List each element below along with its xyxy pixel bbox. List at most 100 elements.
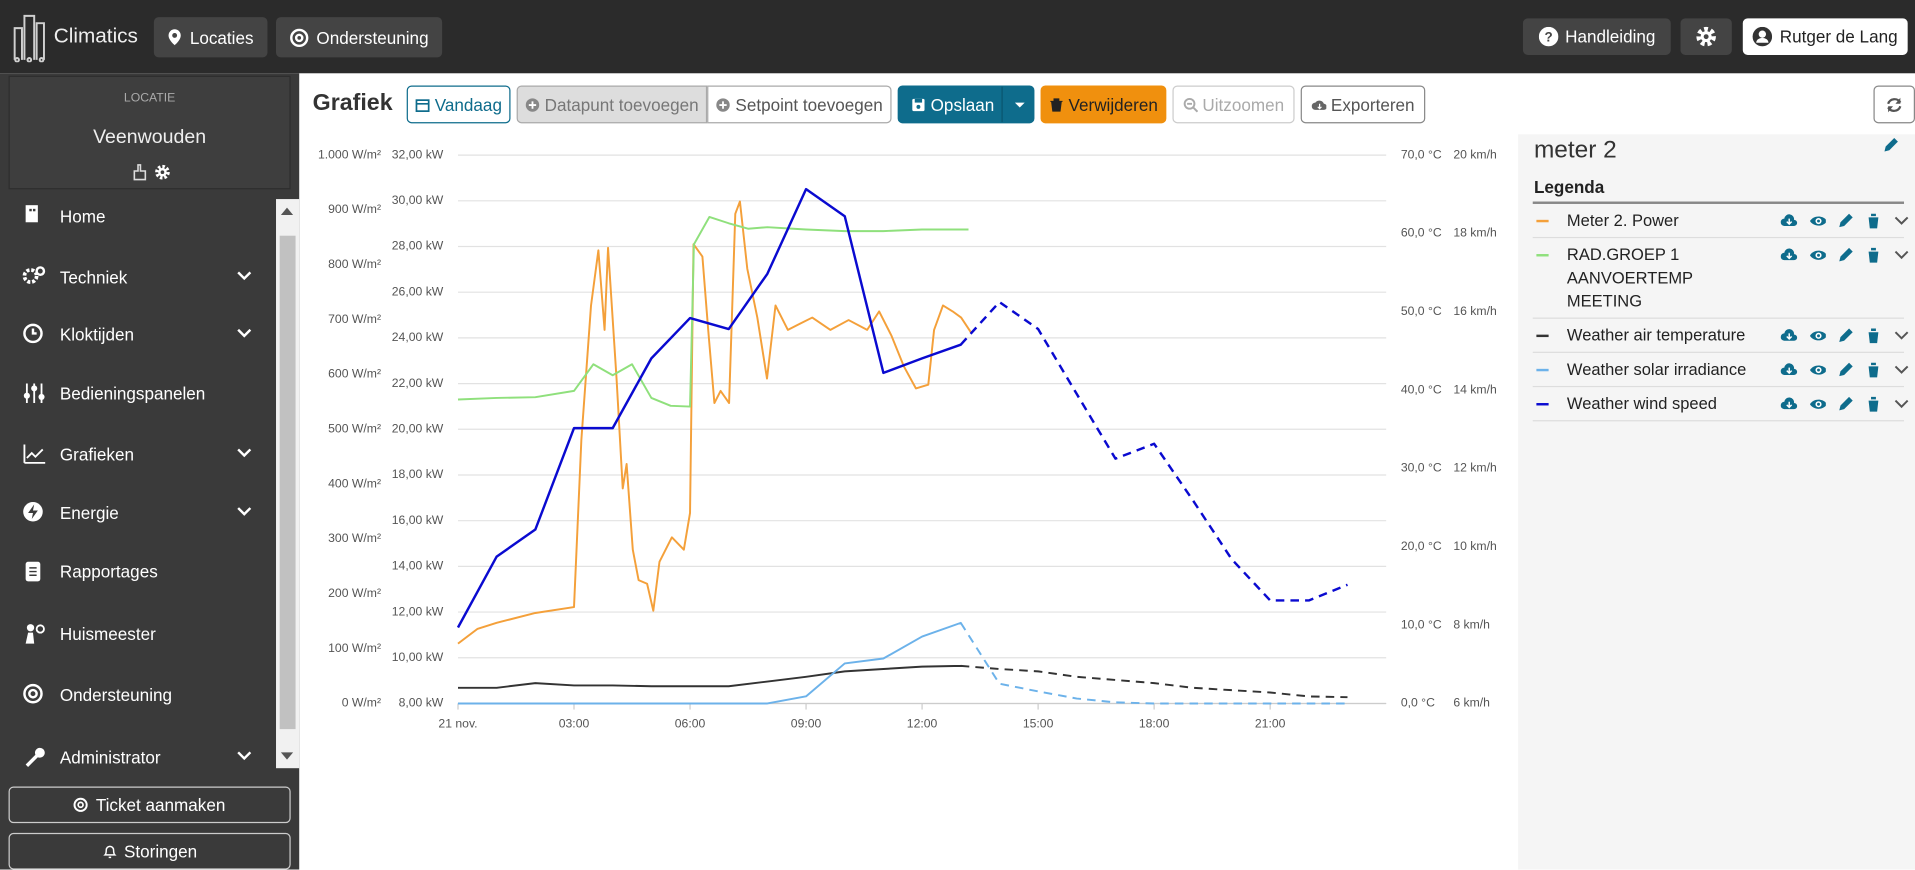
icon[interactable] bbox=[1893, 247, 1910, 264]
icon[interactable] bbox=[1837, 362, 1854, 379]
menu-item[interactable]: Home bbox=[0, 198, 276, 235]
menu-item[interactable]: Rapportages bbox=[0, 553, 276, 590]
refresh-button[interactable] bbox=[1873, 85, 1915, 124]
y-tick-label: 26,00 kW bbox=[392, 284, 444, 298]
menu-item[interactable]: Bedieningspanelen bbox=[0, 375, 276, 412]
icon-part bbox=[23, 444, 46, 464]
menu-item[interactable]: Ondersteuning bbox=[0, 677, 276, 714]
y-tick-label: 28,00 kW bbox=[392, 239, 444, 253]
icon[interactable] bbox=[1837, 396, 1854, 413]
button-label: Exporteren bbox=[1330, 94, 1415, 115]
icon-part bbox=[1186, 102, 1198, 112]
edit-icon[interactable] bbox=[1882, 137, 1899, 154]
location-box: LOCATIE Veenwouden bbox=[8, 75, 291, 190]
menu-item[interactable]: Techniek bbox=[0, 259, 276, 296]
legend-item[interactable]: Weather air temperature bbox=[1532, 319, 1909, 353]
toolbar-button[interactable]: Datapunt toevoegen bbox=[516, 85, 708, 124]
icon-part bbox=[1786, 333, 1793, 340]
icon[interactable] bbox=[1865, 327, 1882, 344]
icon-part bbox=[1786, 367, 1793, 375]
icon bbox=[716, 97, 730, 112]
toolbar-button[interactable]: Uitzoomen bbox=[1172, 85, 1295, 124]
menu-label: Rapportages bbox=[59, 561, 158, 582]
icon[interactable] bbox=[1837, 247, 1854, 264]
legend-actions bbox=[1780, 362, 1910, 379]
y-tick-label: 14 km/h bbox=[1453, 382, 1496, 396]
icon bbox=[525, 97, 540, 112]
y-tick-label: 22,00 kW bbox=[392, 376, 444, 390]
icon[interactable] bbox=[1837, 213, 1854, 230]
y-tick-label: 400 W/m² bbox=[328, 476, 381, 490]
icon[interactable] bbox=[1809, 327, 1826, 344]
menu-label: Techniek bbox=[59, 267, 128, 288]
icon bbox=[415, 98, 430, 112]
menu-item[interactable]: Administrator bbox=[0, 739, 276, 776]
icon[interactable] bbox=[1809, 247, 1826, 264]
y-tick-label: 24,00 kW bbox=[392, 330, 444, 344]
toolbar-button[interactable]: Verwijderen bbox=[1040, 85, 1167, 124]
nav-button[interactable]: Ondersteuning bbox=[276, 17, 443, 58]
icon[interactable] bbox=[1780, 327, 1798, 344]
button-label: Verwijderen bbox=[1068, 94, 1158, 115]
icon-part bbox=[1050, 97, 1063, 112]
scrollbar[interactable] bbox=[276, 199, 300, 769]
icon bbox=[1752, 26, 1773, 47]
nav-button[interactable]: Locaties bbox=[153, 17, 268, 58]
icon-part bbox=[237, 751, 252, 761]
icon-part bbox=[1894, 399, 1909, 409]
user-button[interactable]: Rutger de Lang bbox=[1742, 18, 1908, 55]
scroll-thumb[interactable] bbox=[279, 235, 296, 730]
icon-part bbox=[31, 328, 37, 335]
icon bbox=[74, 797, 89, 812]
icon[interactable] bbox=[1865, 396, 1882, 413]
icon[interactable] bbox=[1893, 213, 1910, 230]
toolbar-button[interactable]: Vandaag bbox=[406, 85, 511, 124]
icon bbox=[25, 561, 41, 582]
icon-part bbox=[31, 385, 38, 392]
toolbar-button[interactable]: Setpoint toevoegen bbox=[707, 85, 892, 124]
icon[interactable] bbox=[1865, 213, 1882, 230]
sidebar-action[interactable]: Ticket aanmaken bbox=[8, 786, 291, 824]
location-icons[interactable] bbox=[131, 162, 173, 182]
settings-button[interactable] bbox=[1680, 18, 1732, 55]
legend-item[interactable]: RAD.GROEP 1 AANVOERTEMP MEETING bbox=[1532, 238, 1909, 319]
sidebar-action[interactable]: Storingen bbox=[8, 832, 291, 870]
icon[interactable] bbox=[1865, 247, 1882, 264]
legend-item[interactable]: Weather solar irradiance bbox=[1532, 353, 1909, 388]
icon[interactable] bbox=[1865, 362, 1882, 379]
scroll-arrow[interactable] bbox=[280, 207, 294, 215]
icon bbox=[237, 751, 252, 761]
icon-part bbox=[1817, 334, 1820, 338]
icon[interactable] bbox=[1809, 213, 1826, 230]
toolbar-button[interactable]: Opslaan bbox=[897, 85, 1035, 124]
icon bbox=[23, 683, 43, 704]
icon[interactable] bbox=[1893, 327, 1910, 344]
help-button[interactable]: ? Handleiding bbox=[1522, 18, 1671, 55]
x-tick-label: 15:00 bbox=[1023, 716, 1054, 730]
menu-label: Bedieningspanelen bbox=[59, 383, 206, 404]
icon bbox=[237, 507, 252, 516]
scroll-arrow[interactable] bbox=[280, 752, 294, 760]
icon[interactable] bbox=[1809, 362, 1826, 379]
y-tick-label: 0 W/m² bbox=[342, 696, 381, 710]
icon bbox=[169, 29, 182, 46]
header: Climatics Locaties Ondersteuning ? Handl… bbox=[0, 0, 1915, 74]
icon[interactable] bbox=[1780, 362, 1798, 379]
icon bbox=[1050, 97, 1063, 112]
icon[interactable] bbox=[1893, 396, 1910, 413]
icon[interactable] bbox=[1780, 396, 1798, 413]
y-tick-label: 0,0 °C bbox=[1401, 696, 1435, 710]
legend-item[interactable]: Meter 2. Power bbox=[1532, 204, 1909, 239]
icon[interactable] bbox=[1780, 213, 1798, 230]
menu-item[interactable]: Energie bbox=[0, 495, 276, 532]
menu-item[interactable]: Kloktijden bbox=[0, 316, 276, 353]
icon[interactable] bbox=[1893, 362, 1910, 379]
icon[interactable] bbox=[1837, 327, 1854, 344]
icon-part bbox=[77, 801, 85, 809]
icon[interactable] bbox=[1780, 247, 1798, 264]
menu-item[interactable]: Huismeester bbox=[0, 616, 276, 653]
toolbar-button[interactable]: Exporteren bbox=[1300, 85, 1426, 124]
legend-item[interactable]: Weather wind speed bbox=[1532, 387, 1909, 422]
menu-item[interactable]: Grafieken bbox=[0, 436, 276, 473]
icon[interactable] bbox=[1809, 396, 1826, 413]
